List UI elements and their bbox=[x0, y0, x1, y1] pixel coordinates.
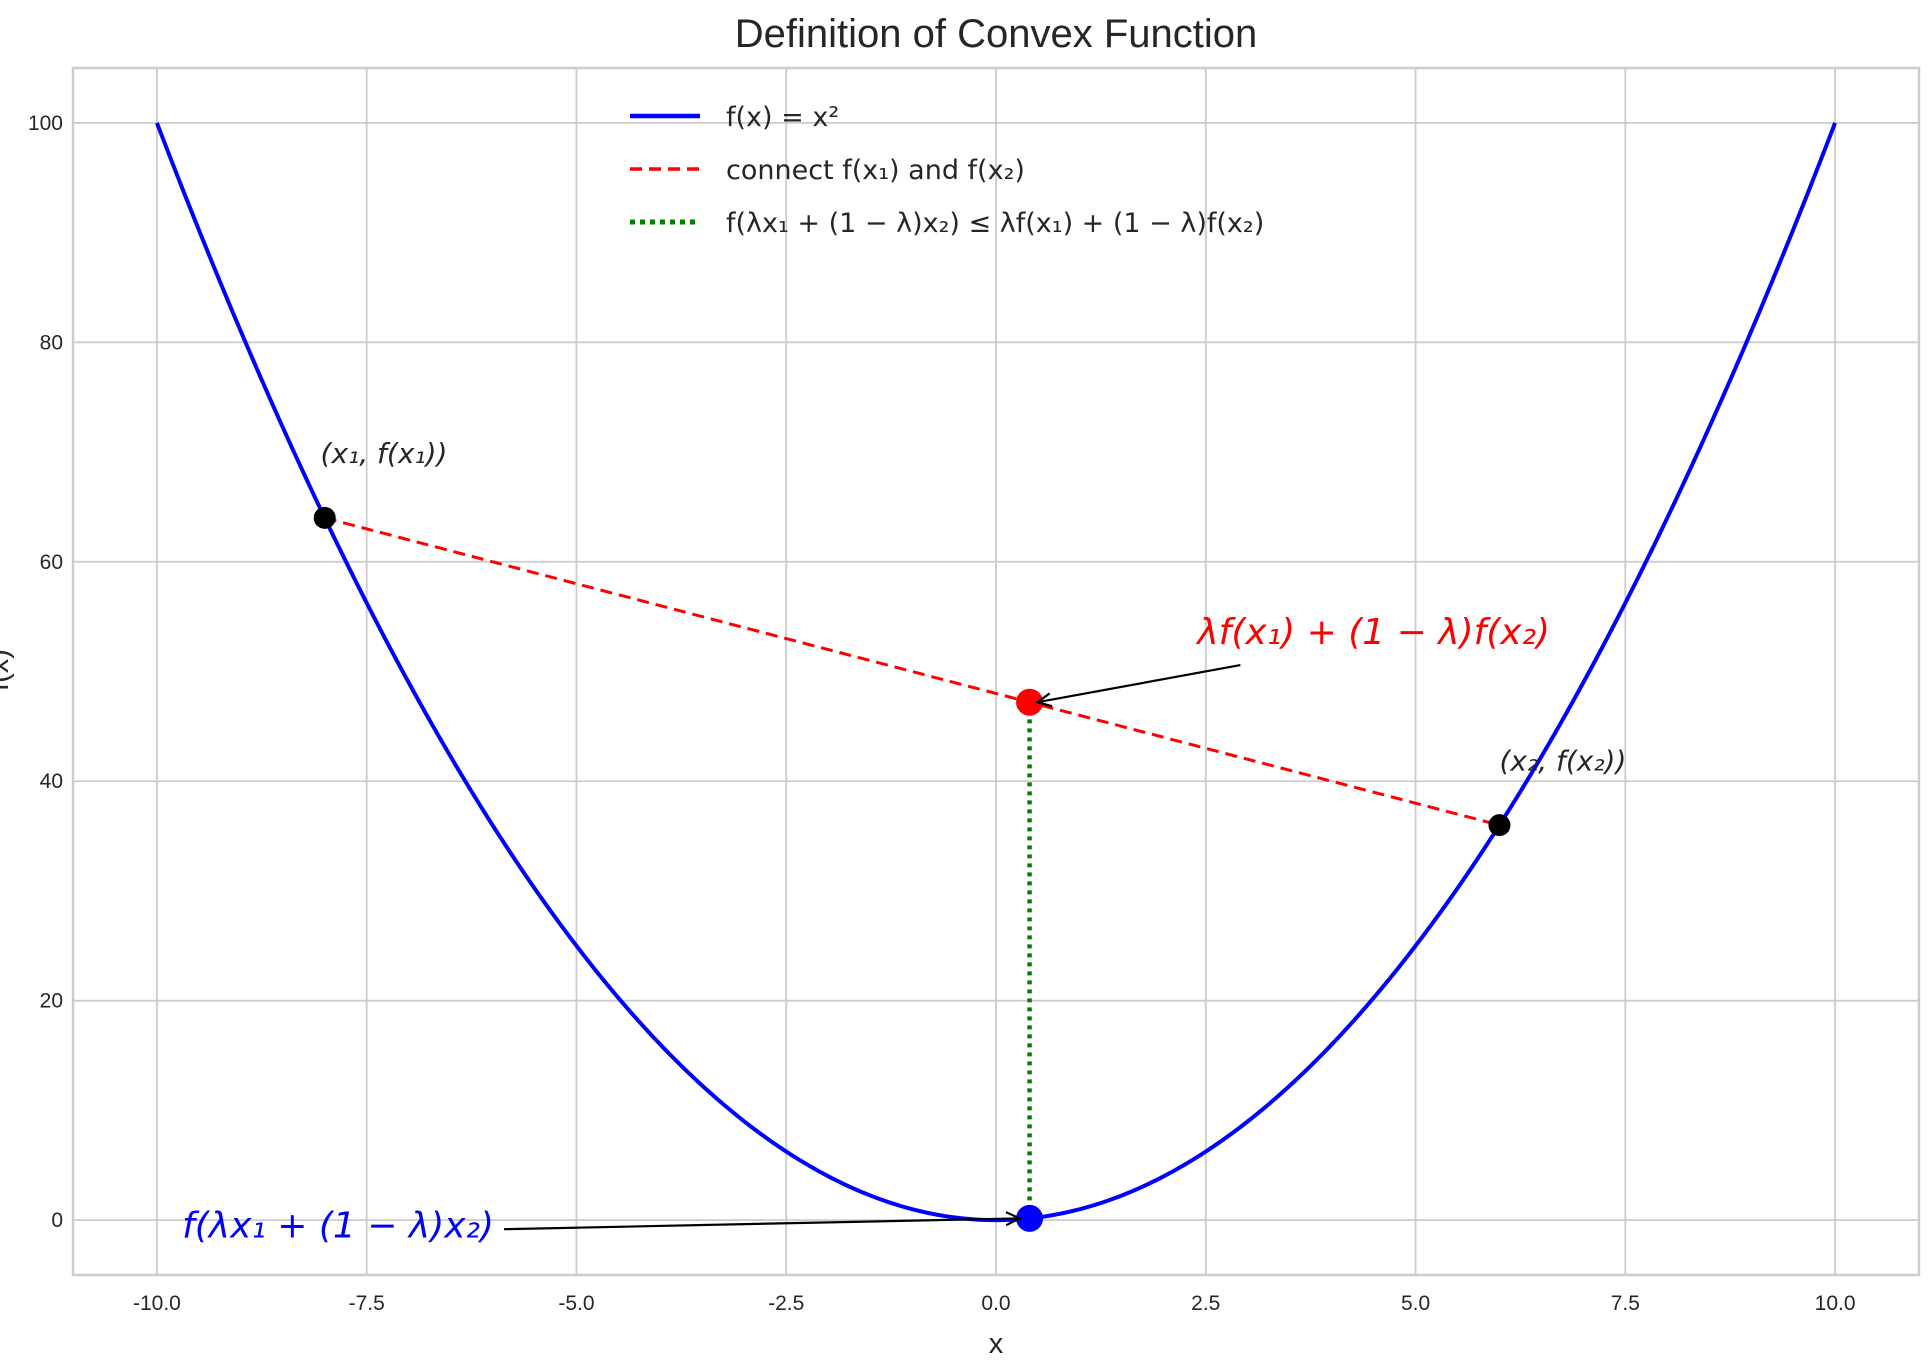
annotation-label: (x₂, f(x₂)) bbox=[1499, 744, 1626, 777]
legend-entry-label: f(x) = x² bbox=[726, 102, 839, 133]
x-tick-label: -7.5 bbox=[349, 1292, 385, 1315]
legend: f(x) = x² connect f(x₁) and f(x₂) f(λx₁ + … bbox=[630, 102, 1264, 239]
y-tick-label: 60 bbox=[40, 551, 63, 574]
y-axis-label: f(x) bbox=[0, 649, 15, 691]
y-tick-label: 20 bbox=[40, 990, 63, 1013]
data-point bbox=[1016, 688, 1044, 716]
chart-title: Definition of Convex Function bbox=[735, 12, 1258, 56]
legend-entry-label: connect f(x₁) and f(x₂) bbox=[726, 155, 1025, 186]
x-tick-label: 2.5 bbox=[1191, 1292, 1220, 1315]
y-tick-label: 80 bbox=[40, 331, 63, 354]
y-tick-label: 100 bbox=[28, 112, 63, 135]
arrow-head bbox=[1035, 692, 1053, 708]
y-tick-labels: 0 20 40 60 80 100 bbox=[28, 112, 63, 1232]
annotation-label: f(λx₁ + (1 − λ)x₂) bbox=[182, 1206, 494, 1247]
annotation-arrow bbox=[1037, 663, 1241, 704]
legend-entry-label: f(λx₁ + (1 − λ)x₂) ≤ λf(x₁) + (1 − λ)f(x… bbox=[726, 208, 1264, 239]
plot-marks bbox=[155, 122, 1837, 1232]
x-tick-label: -10.0 bbox=[133, 1292, 181, 1315]
grid bbox=[73, 68, 1919, 1275]
data-point bbox=[313, 506, 336, 529]
y-tick-label: 0 bbox=[51, 1209, 63, 1232]
x-tick-label: -5.0 bbox=[558, 1292, 594, 1315]
y-tick-label: 40 bbox=[40, 770, 63, 793]
arrow-head bbox=[1005, 1211, 1023, 1227]
annotations: (x₁, f(x₁)) (x₂, f(x₂)) λf(x₁) + (1 − λ)f(… bbox=[182, 437, 1626, 1247]
annotation-label: (x₁, f(x₁)) bbox=[321, 437, 448, 470]
x-axis-label: x bbox=[989, 1328, 1004, 1360]
series-line bbox=[324, 516, 1500, 827]
x-tick-label: 0.0 bbox=[981, 1292, 1010, 1315]
x-tick-label: 5.0 bbox=[1401, 1292, 1430, 1315]
series-line bbox=[155, 122, 1837, 1223]
data-point bbox=[1016, 1204, 1044, 1232]
x-tick-label: -2.5 bbox=[768, 1292, 804, 1315]
x-tick-label: 10.0 bbox=[1815, 1292, 1856, 1315]
plot-frame bbox=[71, 66, 1921, 1277]
x-tick-label: 7.5 bbox=[1611, 1292, 1640, 1315]
data-point bbox=[1488, 814, 1511, 837]
x-tick-labels: -10.0 -7.5 -5.0 -2.5 0.0 2.5 5.0 7.5 10.0 bbox=[133, 1292, 1856, 1315]
annotation-arrow bbox=[504, 1217, 1020, 1231]
annotation-label: λf(x₁) + (1 − λ)f(x₂) bbox=[1195, 612, 1550, 653]
